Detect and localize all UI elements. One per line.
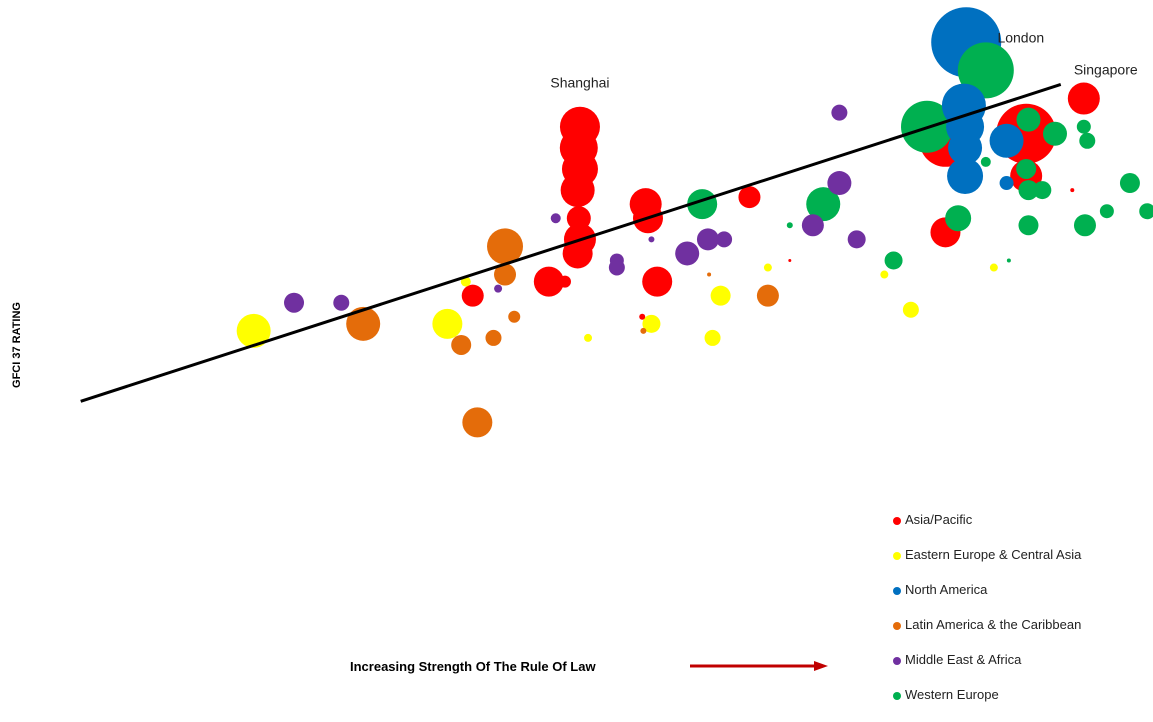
bubble-point (786, 222, 793, 229)
bubble-point (945, 205, 972, 232)
bubble-point (560, 173, 595, 208)
bubble-point (763, 263, 772, 272)
bubble-point (1018, 215, 1039, 236)
legend-label: Middle East & Africa (905, 652, 1022, 667)
bubble-point (957, 42, 1014, 99)
legend: Asia/Pacific Eastern Europe & Central Asi… (893, 512, 1148, 722)
bubble-point (487, 228, 524, 265)
legend-marker (893, 517, 901, 525)
bubble-point (1018, 180, 1039, 201)
bubble-point (806, 187, 841, 222)
bubble-point (640, 327, 647, 334)
x-axis-arrow (690, 661, 828, 671)
legend-label: Latin America & the Caribbean (905, 617, 1082, 632)
bubble-point (902, 301, 919, 318)
bubble-point (550, 213, 561, 224)
legend-label: Eastern Europe & Central Asia (905, 547, 1082, 562)
legend-marker (893, 657, 901, 665)
bubble-point (1016, 158, 1037, 179)
bubble-point (989, 263, 998, 272)
legend-item: Asia/Pacific (893, 512, 1148, 547)
legend-item: Western Europe (893, 687, 1148, 722)
legend-item: Latin America & the Caribbean (893, 617, 1148, 652)
bubble-point (236, 313, 271, 348)
city-label: Singapore (1074, 62, 1138, 78)
bubble-point (642, 314, 661, 333)
bubble-chart: ShanghaiSingaporeNew YorkLondon (80, 7, 1153, 438)
bubble-point (801, 214, 824, 237)
bubble-point (1070, 188, 1075, 193)
bubble-point (675, 241, 700, 266)
legend-marker (893, 587, 901, 595)
bubble-point (584, 333, 593, 342)
bubble-point (451, 334, 472, 355)
bubble-point (494, 284, 503, 293)
bubble-point (948, 130, 983, 165)
bubble-point (533, 266, 564, 297)
legend-label: Western Europe (905, 687, 999, 702)
city-label: London (997, 29, 1044, 45)
bubble-point (566, 206, 591, 231)
bubble-point (788, 258, 792, 262)
bubble-point (639, 313, 646, 320)
bubble-point (756, 284, 779, 307)
legend-marker (893, 552, 901, 560)
bubble-point (508, 310, 521, 323)
bubble-point (284, 292, 305, 313)
bubble-point (999, 176, 1014, 191)
y-axis-label: GFCI 37 RATING (11, 302, 23, 388)
bubble-point (642, 266, 673, 297)
bubble-point (738, 186, 761, 209)
bubble-point (1076, 119, 1091, 134)
bubble-point (704, 329, 721, 346)
trend-line (80, 83, 1062, 403)
bubble-point (716, 231, 733, 248)
bubble-point (827, 171, 852, 196)
bubble-point (1139, 203, 1153, 220)
bubble-point (558, 275, 571, 288)
bubble-point (432, 308, 463, 339)
arrow-head (814, 661, 828, 671)
bubble-point (696, 228, 719, 251)
bubble-point (1073, 214, 1096, 237)
legend-item: Eastern Europe & Central Asia (893, 547, 1148, 582)
bubble-point (461, 284, 484, 307)
bubble-point (947, 158, 984, 194)
bubble-point (980, 156, 991, 167)
bubble-point (1119, 173, 1140, 194)
bubble-point (462, 407, 493, 438)
bubble-point (1016, 107, 1041, 132)
bubble-point (967, 123, 974, 130)
bubble-point (1079, 132, 1096, 149)
bubble-point (562, 238, 593, 269)
bubble-point (609, 253, 624, 268)
bubble-point (648, 236, 655, 243)
bubble-point (831, 104, 848, 121)
legend-marker (893, 692, 901, 700)
bubble-point (1042, 121, 1067, 146)
bubble-point (884, 251, 903, 270)
bubble-point (847, 230, 866, 249)
x-axis-label: Increasing Strength Of The Rule Of Law (350, 659, 596, 674)
legend-marker (893, 622, 901, 630)
bubble-point (333, 294, 350, 311)
bubble-point (710, 285, 731, 306)
bubble-point (346, 306, 381, 341)
bubble-point (485, 329, 502, 346)
bubble-point (1067, 82, 1100, 115)
bubble-point (1033, 181, 1052, 200)
legend-item: Middle East & Africa (893, 652, 1148, 687)
bubble-point (707, 272, 712, 277)
legend-label: Asia/Pacific (905, 512, 973, 527)
bubble-point (494, 263, 517, 286)
bubble-point (1006, 258, 1011, 263)
legend-item: North America (893, 582, 1148, 617)
city-label: Shanghai (550, 75, 609, 91)
bubble-point (989, 123, 1024, 158)
bubble-point (880, 270, 889, 279)
legend-label: North America (905, 582, 988, 597)
bubble-point (1099, 204, 1114, 219)
